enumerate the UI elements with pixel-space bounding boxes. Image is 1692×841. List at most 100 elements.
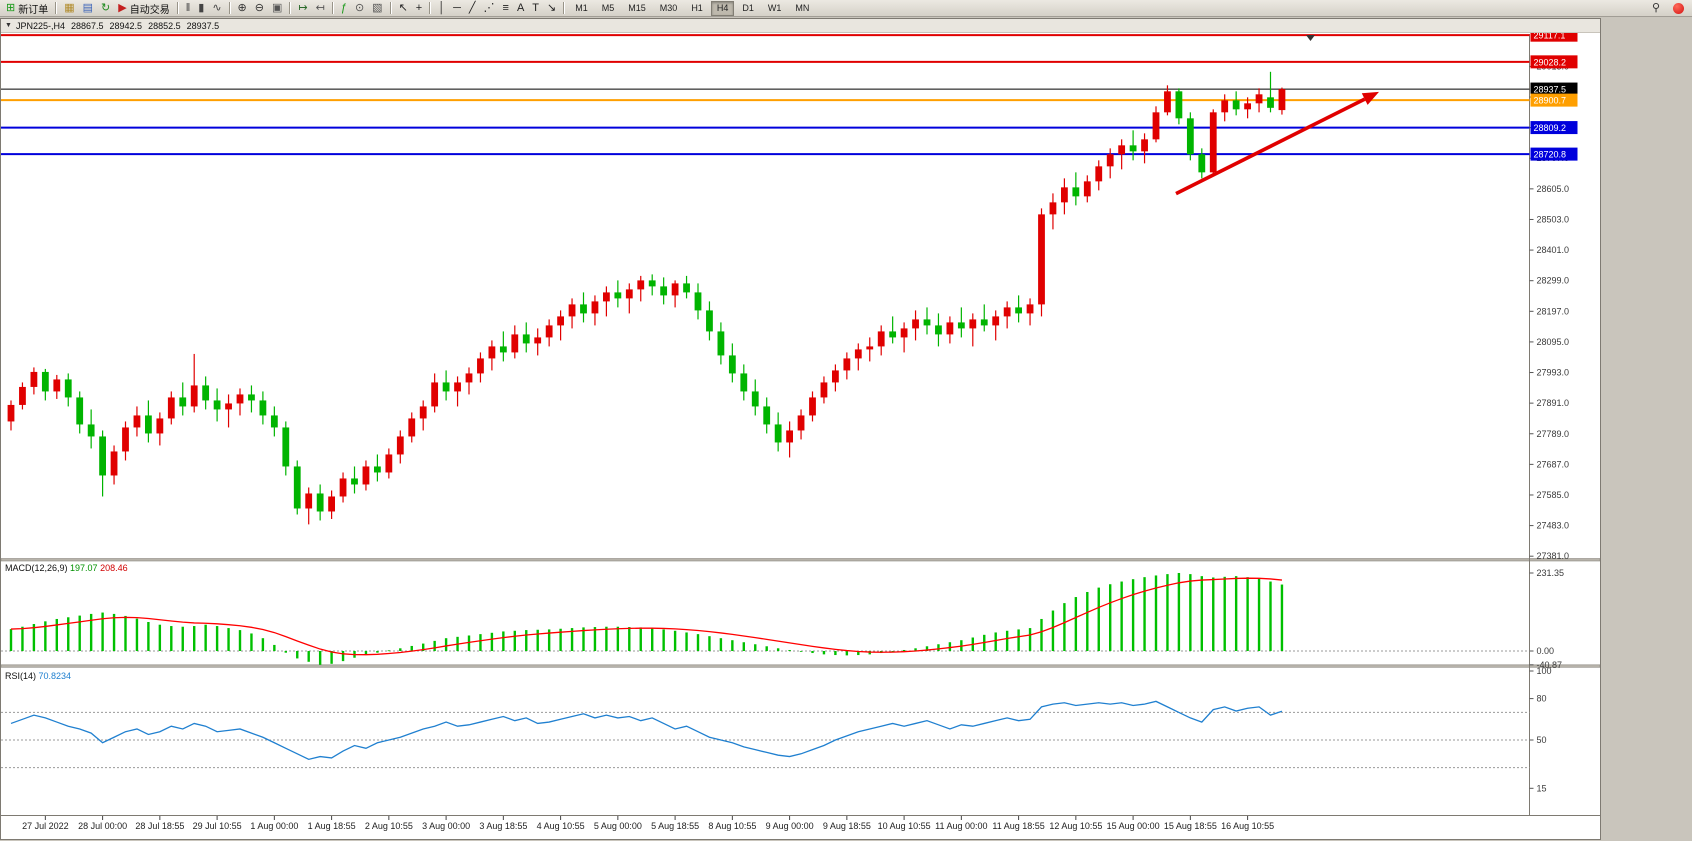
timeframe-d1-button[interactable]: D1 [742, 2, 754, 13]
fibonacci-button[interactable]: ≡ [500, 0, 512, 17]
price-badge [1530, 93, 1578, 107]
rsi-axis-label: 50 [1537, 735, 1547, 745]
crosshair-icon: + [415, 1, 423, 14]
auto-trading-button[interactable]: ▶ 自动交易 [115, 0, 172, 17]
vertical-line-button[interactable]: │ [435, 0, 448, 17]
toolbar-separator [429, 2, 432, 14]
timeframe-mn-button[interactable]: MN [795, 2, 810, 13]
text-label-icon: T [532, 1, 540, 14]
time-axis-label: 29 Jul 10:55 [193, 821, 242, 831]
time-axis-label: 11 Aug 18:55 [992, 821, 1044, 831]
rsi-line [10, 700, 1283, 761]
refresh-button[interactable]: ↻ [98, 0, 113, 17]
trend-arrow-head[interactable] [1361, 91, 1379, 105]
panel-divider[interactable] [1, 664, 1600, 668]
timeframe-w1-button[interactable]: W1 [767, 2, 782, 13]
profiles-button[interactable]: ▤ [80, 0, 96, 17]
price-axis-label: 28095.0 [1537, 337, 1570, 347]
price-axis-label: 27789.0 [1537, 429, 1570, 439]
toolbar-right-buttons: ⚲ [1648, 1, 1688, 16]
trendline-button[interactable]: ╱ [466, 0, 479, 17]
price-axis-label: 27993.0 [1537, 368, 1570, 378]
bar-chart-icon: ‖ [185, 1, 191, 14]
community-button[interactable] [1670, 0, 1687, 17]
auto-trading-label: 自动交易 [129, 4, 170, 16]
arrows-button[interactable]: ↘ [544, 0, 559, 17]
price-chart-canvas[interactable]: 29013.028911.028809.028707.028605.028503… [1, 19, 1600, 839]
timeframe-h1-button[interactable]: H1 [691, 2, 703, 13]
templates-button[interactable]: ▧ [369, 0, 385, 17]
chart-title-high: 28942.5 [109, 20, 143, 31]
macd-axis-label: 0.00 [1537, 646, 1555, 656]
price-axis-label: 27381.0 [1537, 551, 1570, 561]
indicators-icon: ƒ [340, 1, 347, 14]
zoom-out-button[interactable]: ⊖ [252, 0, 267, 17]
macd-label: MACD(12,26,9) 197.07 208.46 [5, 563, 128, 573]
macd-axis-label: -40.87 [1537, 660, 1563, 670]
horizontal-line-button[interactable]: ─ [450, 0, 464, 17]
price-badge-label: 28937.5 [1534, 85, 1567, 95]
fibonacci-icon: ≡ [502, 1, 509, 14]
arrows-icon: ↘ [547, 1, 557, 14]
indicators-button[interactable]: ƒ [338, 0, 350, 17]
trend-arrow-object[interactable] [1175, 97, 1366, 196]
cursor-icon: ↖ [398, 1, 408, 14]
time-axis-label: 5 Aug 00:00 [594, 821, 642, 831]
new-order-button[interactable]: ⊞ 新订单 [3, 0, 51, 17]
timeframe-h4-button[interactable]: H4 [710, 0, 735, 16]
toolbar-separator [331, 2, 334, 14]
auto-scroll-icon: ↦ [298, 1, 308, 14]
periods-button[interactable]: ⊙ [352, 0, 367, 17]
chart-shift-marker[interactable] [1306, 35, 1315, 41]
text-label-button[interactable]: T [529, 0, 542, 17]
time-axis-label: 2 Aug 10:55 [365, 821, 413, 831]
community-icon [1673, 3, 1684, 14]
new-order-icon: ⊞ [6, 1, 16, 14]
zoom-in-button[interactable]: ⊕ [235, 0, 250, 17]
timeframe-m30-button[interactable]: M30 [659, 2, 678, 13]
price-axis-label: 27483.0 [1537, 521, 1570, 531]
toolbar-separator [563, 2, 566, 14]
cursor-button[interactable]: ↖ [396, 0, 411, 17]
price-badge [1530, 147, 1578, 161]
chart-title-open: 28867.5 [70, 20, 104, 31]
chart-shift-icon: ↤ [315, 1, 325, 14]
bar-chart-button[interactable]: ‖ [183, 0, 194, 17]
timeframe-m5-button[interactable]: M5 [601, 2, 615, 13]
auto-scroll-button[interactable]: ↦ [295, 0, 310, 17]
line-chart-icon: ∿ [212, 1, 222, 14]
time-axis-label: 10 Aug 10:55 [878, 821, 931, 831]
rsi-axis-label: 15 [1537, 783, 1547, 793]
periods-icon: ⊙ [354, 1, 365, 14]
price-badge-label: 29028.2 [1534, 57, 1567, 67]
time-axis-label: 27 Jul 2022 [22, 821, 69, 831]
price-badge-label: 28809.2 [1534, 123, 1567, 133]
tile-windows-button[interactable]: ▣ [269, 0, 285, 17]
chart-shift-button[interactable]: ↤ [313, 0, 328, 17]
toolbar-separator [228, 2, 231, 14]
zoom-out-icon: ⊖ [254, 1, 264, 14]
toolbar-separator [55, 2, 58, 14]
panel-divider[interactable] [1, 558, 1600, 562]
equidistant-channel-button[interactable]: ⋰ [481, 0, 498, 17]
crosshair-button[interactable]: + [413, 0, 425, 17]
search-button[interactable]: ⚲ [1649, 0, 1663, 17]
time-axis-label: 1 Aug 00:00 [250, 821, 298, 831]
macd-signal-line [10, 577, 1283, 656]
candlestick-chart-button[interactable]: ▮ [195, 0, 207, 17]
time-axis-label: 16 Aug 10:55 [1221, 821, 1274, 831]
timeframe-m1-button[interactable]: M1 [575, 2, 588, 13]
new-chart-button[interactable]: ▦ [61, 0, 77, 17]
profiles-icon: ▤ [82, 1, 94, 14]
timeframe-m15-button[interactable]: M15 [628, 2, 646, 13]
refresh-icon: ↻ [101, 1, 111, 14]
price-axis-label: 27891.0 [1537, 398, 1570, 408]
vertical-line-icon: │ [438, 1, 446, 14]
price-axis-label: 28605.0 [1537, 184, 1570, 194]
time-axis-label: 28 Jul 00:00 [78, 821, 127, 831]
time-axis-label: 9 Aug 00:00 [766, 821, 814, 831]
new-order-label: 新订单 [18, 4, 49, 16]
line-chart-button[interactable]: ∿ [209, 0, 224, 17]
text-button[interactable]: A [514, 0, 527, 17]
